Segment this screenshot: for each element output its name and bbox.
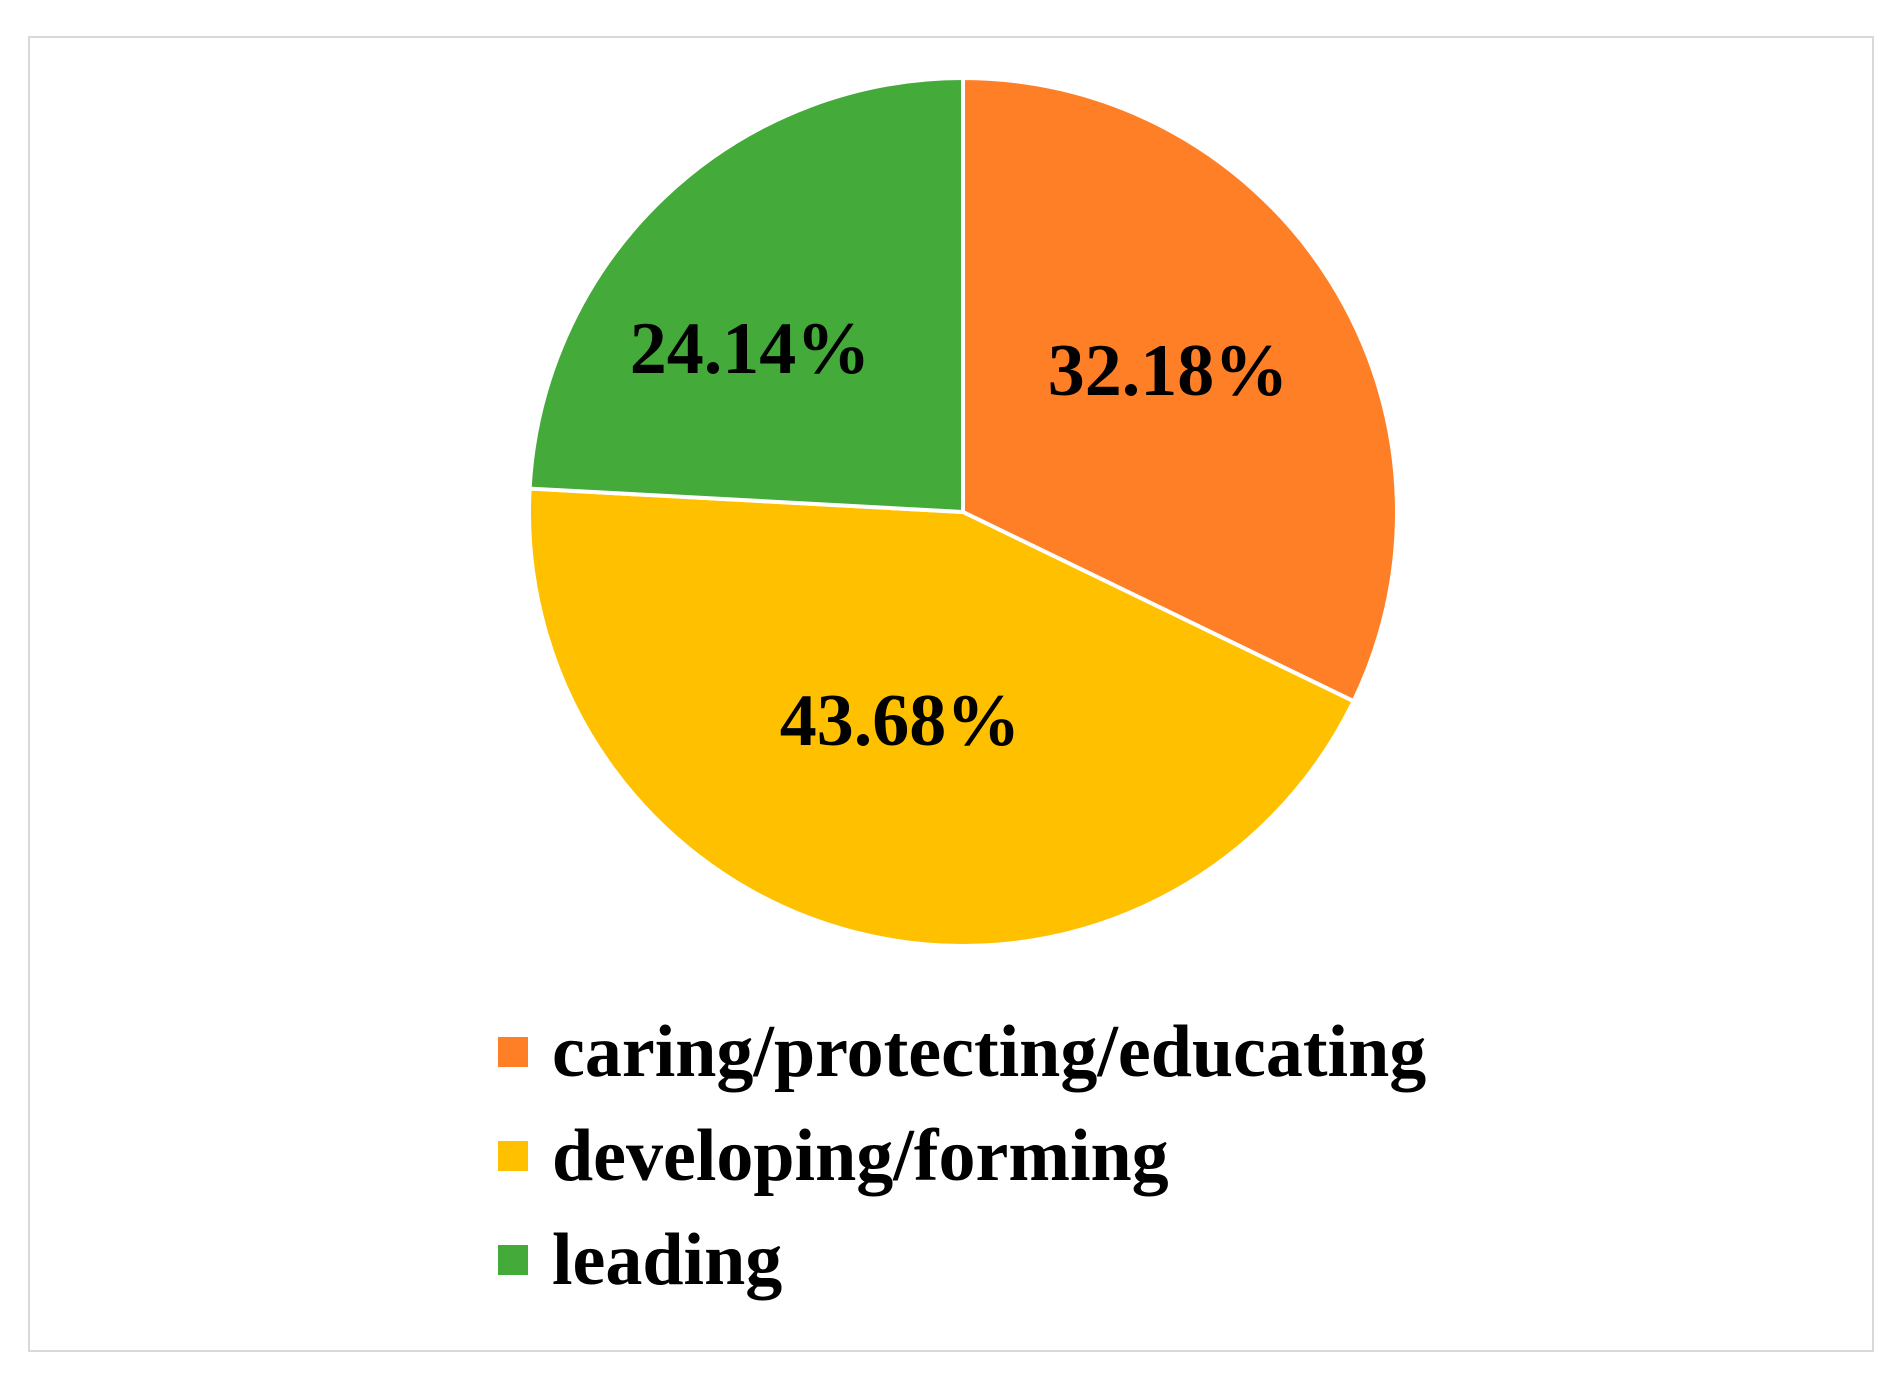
legend-swatch-caring [498,1037,528,1067]
pie-slice-leading [527,76,965,514]
slice-label-caring: 32.18% [1048,330,1289,412]
slice-label-leading: 24.14% [630,308,871,390]
legend-swatch-developing [498,1141,528,1171]
legend-item-leading: leading [498,1208,1426,1312]
legend-item-caring: caring/protecting/educating [498,1000,1426,1104]
legend-label-caring: caring/protecting/educating [552,1010,1427,1093]
pie-slice-caring [961,76,1399,704]
legend-item-developing: developing/forming [498,1104,1426,1208]
slice-label-developing: 43.68% [780,680,1021,762]
legend: caring/protecting/educating developing/f… [498,1000,1426,1312]
pie-slice-developing [527,486,1356,948]
legend-label-leading: leading [552,1218,783,1301]
legend-label-developing: developing/forming [552,1114,1169,1197]
legend-swatch-leading [498,1245,528,1275]
